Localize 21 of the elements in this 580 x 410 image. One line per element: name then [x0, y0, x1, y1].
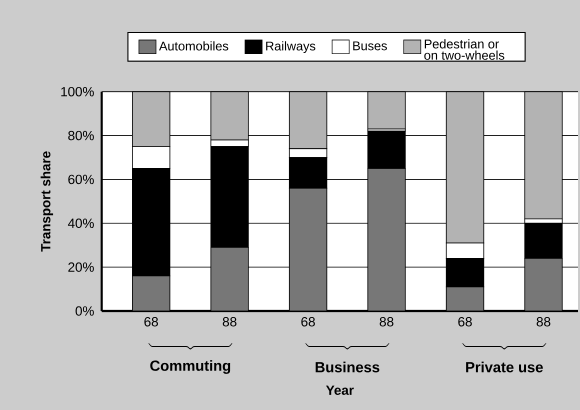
y-tick-label: 60% [68, 174, 94, 184]
x-tick-label: 68 [144, 317, 158, 326]
x-tick-label: 88 [536, 317, 550, 326]
text: Business [316, 362, 380, 372]
legend-label: Railways [266, 41, 316, 54]
legend-label: Pedestrian or on two-wheels [424, 39, 504, 60]
x-tick-label: 68 [458, 317, 472, 326]
y-tick-label: 20% [68, 262, 94, 272]
legend-label: Buses [353, 41, 387, 50]
y-tick-label: 80% [68, 130, 94, 140]
legend-label: Automobiles [159, 41, 228, 51]
y-tick-label: 0% [76, 306, 94, 316]
x-tick-label: 68 [301, 317, 315, 326]
text: Commuting [150, 360, 230, 374]
x-tick-label: 88 [222, 317, 236, 326]
text: Private use [466, 362, 543, 372]
y-axis-title: Transport share [40, 151, 54, 252]
x-axis-title: Year [326, 386, 354, 395]
y-tick-label: 40% [68, 218, 94, 228]
x-tick-label: 88 [380, 317, 394, 326]
y-tick-label: 100% [61, 86, 94, 96]
